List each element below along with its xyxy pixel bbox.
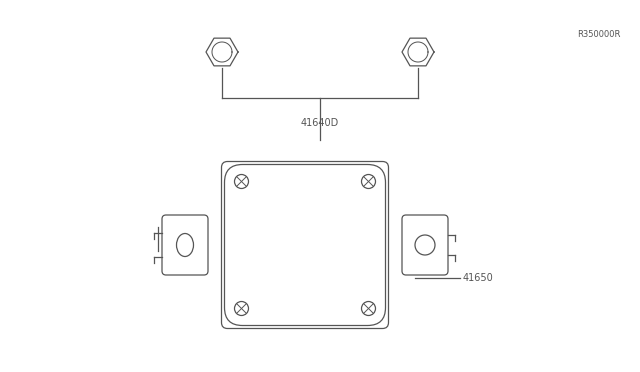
Text: 41650: 41650 [463,273,493,283]
Circle shape [234,301,248,315]
FancyBboxPatch shape [402,215,448,275]
FancyBboxPatch shape [162,215,208,275]
Circle shape [415,235,435,255]
Circle shape [234,174,248,189]
Circle shape [362,174,376,189]
Text: 41640D: 41640D [301,118,339,128]
Circle shape [362,301,376,315]
FancyBboxPatch shape [221,161,388,328]
Text: R350000R: R350000R [577,30,620,39]
Ellipse shape [177,234,193,257]
FancyBboxPatch shape [225,164,385,326]
